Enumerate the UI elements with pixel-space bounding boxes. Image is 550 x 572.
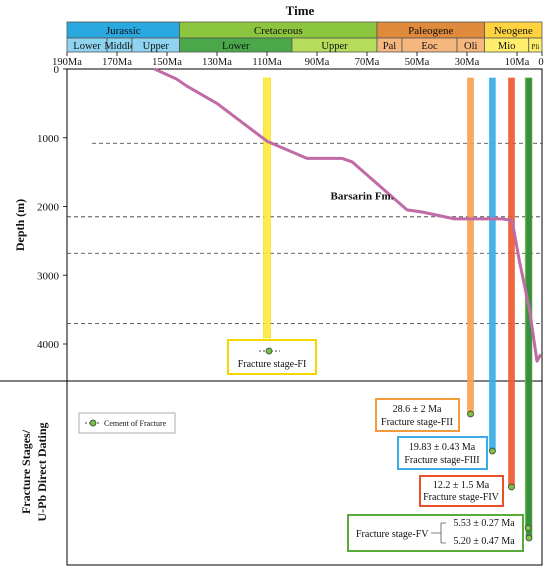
period-jurassic: Jurassic [66, 21, 180, 39]
period-label: Jurassic [106, 25, 141, 37]
epoch-oli: Oli [456, 37, 485, 53]
stage-fii-age: 28.6 ± 2 Ma [393, 404, 442, 415]
x-tick-label: 110Ma [252, 57, 282, 68]
stage-fiv-age: 12.2 ± 1.5 Ma [433, 480, 490, 491]
formation-label: Barsarin Fm. [331, 191, 394, 203]
epoch-upper: Upper [131, 37, 180, 53]
stage-fv-age-2: 5.20 ± 0.47 Ma [453, 536, 515, 547]
y-tick-label: 0 [54, 64, 60, 76]
cement-dot [524, 524, 532, 532]
period-paleogene: Paleogene [376, 21, 485, 39]
epoch-label: Pal [383, 41, 397, 52]
cement-dot [508, 483, 515, 491]
x-tick-label: 30Ma [455, 57, 480, 68]
stage-bar [489, 77, 496, 452]
epoch-eoc: Eoc [401, 37, 458, 53]
stage-fi-callout: Fracture stage-FI [227, 339, 317, 375]
epoch-label: Pli [531, 43, 539, 51]
stage-fiv-callout: 12.2 ± 1.5 Ma Fracture stage-FIV [419, 475, 504, 507]
epoch-label: Middle [104, 41, 135, 52]
x-tick-label: 0 [538, 57, 543, 68]
period-label: Cretaceous [254, 25, 303, 37]
stage-fiv-name: Fracture stage-FIV [423, 492, 500, 503]
epoch-middle: Middle [104, 37, 135, 53]
lower-panel-label-line-1: Fracture Stages/ [19, 429, 33, 514]
stage-bar [263, 77, 271, 339]
stage-fv-name: Fracture stage-FV [356, 529, 429, 540]
y-axis-ticks: 0 1000 2000 3000 4000 [37, 64, 67, 351]
period-label: Neogene [494, 25, 533, 37]
epoch-label: Mio [498, 41, 516, 52]
epoch-label: Upper [321, 41, 348, 52]
burial-curve [153, 67, 543, 363]
epoch-row: Lower Middle Upper Lower Upper Pal Eoc Oli Mio Pl… [66, 37, 543, 53]
stage-bar [467, 77, 474, 415]
epoch-pli: Pli [528, 37, 543, 53]
cement-dot [489, 447, 496, 455]
legend-marker [89, 419, 97, 427]
stage-fii-name: Fracture stage-FII [381, 417, 453, 428]
x-tick-label: 190Ma [52, 57, 82, 68]
y-axis-label: Depth (m) [13, 199, 27, 251]
x-tick-label: 150Ma [152, 57, 182, 68]
stage-bar [508, 77, 515, 488]
epoch-label: Eoc [421, 41, 438, 52]
stage-fi-name: Fracture stage-FI [238, 359, 307, 370]
period-cretaceous: Cretaceous [179, 21, 378, 39]
epoch-pal: Pal [376, 37, 403, 53]
cement-dot [525, 534, 533, 542]
stage-fv-age-1: 5.53 ± 0.27 Ma [453, 518, 515, 529]
epoch-label: Lower [73, 41, 101, 52]
epoch-label: Upper [143, 41, 170, 52]
cement-dots [467, 410, 533, 542]
cement-dot [467, 410, 474, 418]
y-tick-label: 4000 [37, 339, 60, 351]
lower-panel-label-line-2: U-Pb Direct Dating [35, 422, 49, 521]
chart-title: Time [286, 3, 315, 18]
horizon-lines [67, 142, 542, 324]
stage-fv-callout: Fracture stage-FV 5.53 ± 0.27 Ma 5.20 ± … [347, 514, 524, 552]
x-tick-label: 10Ma [505, 57, 530, 68]
stage-fiii-age: 19.83 ± 0.43 Ma [409, 442, 476, 453]
y-tick-label: 2000 [37, 202, 60, 214]
stage-fiii-callout: 19.83 ± 0.43 Ma Fracture stage-FIII [397, 436, 488, 470]
stage-fiii-name: Fracture stage-FIII [404, 455, 479, 466]
x-tick-label: 70Ma [355, 57, 380, 68]
x-tick-label: 50Ma [405, 57, 430, 68]
y-tick-label: 3000 [37, 270, 60, 282]
period-neogene: Neogene [484, 21, 543, 39]
epoch-upper: Upper [291, 37, 378, 53]
period-label: Paleogene [408, 25, 453, 37]
cement-marker [265, 347, 273, 355]
legend-label: Cement of Fracture [104, 419, 167, 428]
epoch-lower: Lower [179, 37, 293, 53]
plot-frame [66, 68, 543, 566]
x-tick-label: 130Ma [202, 57, 232, 68]
epoch-label: Lower [222, 41, 250, 52]
stage-fii-callout: 28.6 ± 2 Ma Fracture stage-FII [375, 398, 460, 432]
x-axis-ticks: 190Ma 170Ma 150Ma 130Ma 110Ma 90Ma 70Ma 50Ma 30M… [52, 52, 544, 68]
epoch-label: Oli [464, 41, 478, 52]
y-tick-label: 1000 [37, 133, 60, 145]
legend: Cement of Fracture [78, 412, 176, 434]
epoch-lower: Lower [66, 37, 108, 53]
epoch-mio: Mio [484, 37, 530, 53]
x-tick-label: 170Ma [102, 57, 132, 68]
x-tick-label: 90Ma [305, 57, 330, 68]
period-row: Jurassic Cretaceous Paleogene Neogene [66, 21, 543, 39]
